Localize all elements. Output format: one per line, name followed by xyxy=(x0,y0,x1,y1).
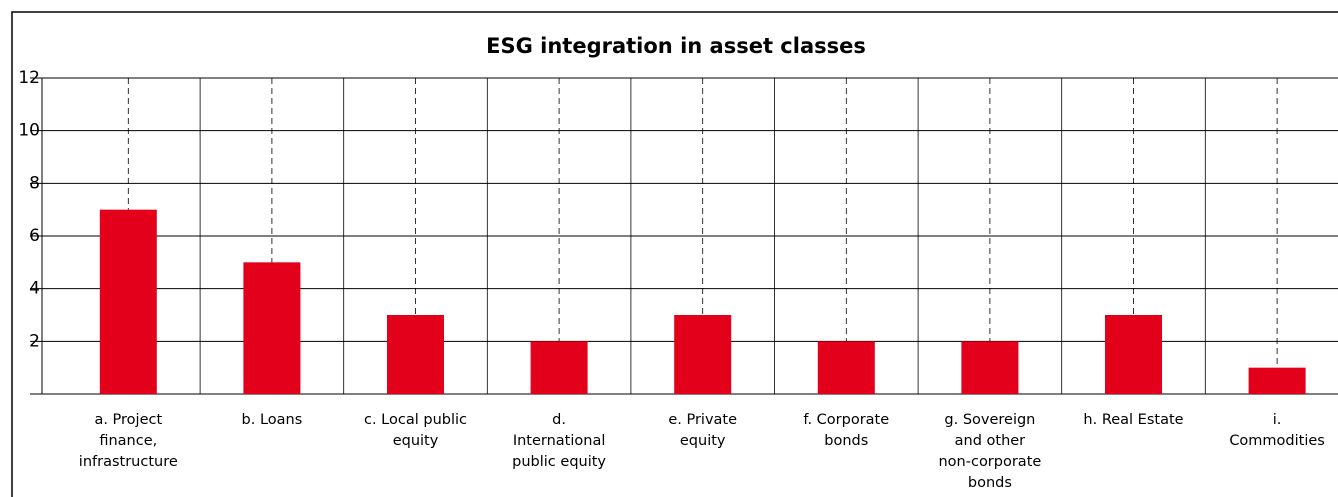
x-tick-label-line: equity xyxy=(680,433,726,449)
bar xyxy=(99,209,157,394)
x-tick-label-line: a. Project xyxy=(94,412,162,428)
x-tick-label-line: d. xyxy=(552,412,566,428)
x-tick-label-line: Commodities xyxy=(1229,433,1325,449)
chart-title: ESG integration in asset classes xyxy=(486,34,866,58)
x-tick-label-line: b. Loans xyxy=(242,412,303,428)
x-tick-label-line: finance, xyxy=(99,433,157,449)
y-tick-label: 12 xyxy=(18,68,40,88)
x-tick-label: a. Project finance, infrastructure xyxy=(79,412,178,470)
chart-border xyxy=(11,11,1338,497)
x-tick-label-line: non-corporate xyxy=(938,454,1041,470)
bar xyxy=(243,262,301,394)
x-tick-label-line: g. Sovereign xyxy=(944,412,1035,428)
x-tick-label: e. Private equity xyxy=(668,412,737,449)
bar xyxy=(1248,367,1306,394)
x-tick-label-line: i. xyxy=(1273,412,1282,428)
x-tick-label-line: bonds xyxy=(968,475,1012,491)
x-tick-label-line: International xyxy=(513,433,606,449)
x-tick-label-line: and other xyxy=(955,433,1026,449)
x-tick-label-line: f. Corporate xyxy=(803,412,889,428)
x-tick-label-line: equity xyxy=(393,433,439,449)
y-tick-label: 10 xyxy=(18,121,40,141)
x-tick-label-line: h. Real Estate xyxy=(1083,412,1183,428)
x-tick-label-line: bonds xyxy=(824,433,868,449)
x-tick-label-line: e. Private xyxy=(668,412,737,428)
x-tick-label: g. Sovereign and other non-corporate bonds xyxy=(938,412,1041,491)
bar xyxy=(817,341,875,394)
bar xyxy=(674,315,732,394)
x-tick-label-line: c. Local public xyxy=(364,412,467,428)
x-tick-label: f. Corporate bonds xyxy=(803,412,889,449)
x-tick-label: c. Local public equity xyxy=(364,412,467,449)
x-tick-label: b. Loans xyxy=(242,412,303,428)
x-tick-label: i. Commodities xyxy=(1229,412,1325,449)
bar xyxy=(387,315,444,394)
x-tick-label-line: infrastructure xyxy=(79,454,178,470)
bar xyxy=(530,341,588,394)
bar xyxy=(1105,315,1162,394)
x-tick-label-line: public equity xyxy=(512,454,606,470)
x-tick-label: h. Real Estate xyxy=(1083,412,1183,428)
x-tick-label: d. International public equity xyxy=(512,412,606,470)
bar xyxy=(961,341,1019,394)
